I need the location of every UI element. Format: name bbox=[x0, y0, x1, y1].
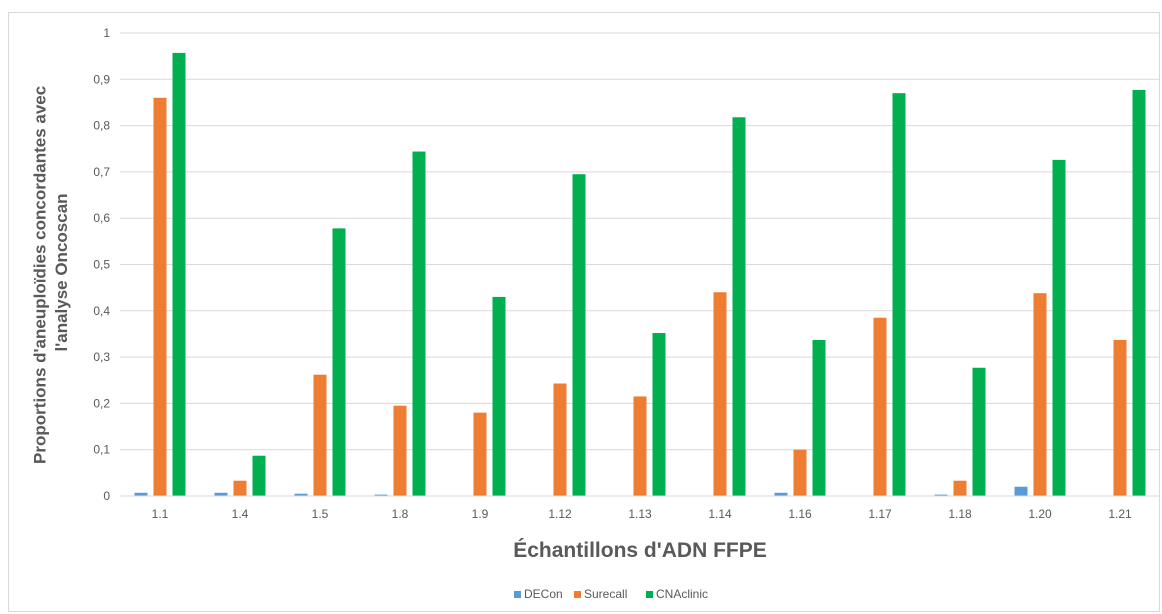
x-tick-label: 1.14 bbox=[708, 507, 732, 521]
x-tick-label: 1.12 bbox=[548, 507, 572, 521]
x-tick-label: 1.17 bbox=[868, 507, 892, 521]
x-tick-label: 1.8 bbox=[392, 507, 409, 521]
x-tick-label: 1.21 bbox=[1108, 507, 1132, 521]
bar-decon-1.18 bbox=[934, 494, 948, 496]
legend-swatch-cnaclinic bbox=[646, 591, 653, 598]
bars bbox=[134, 52, 1146, 497]
bar-surecall-1.1 bbox=[153, 97, 167, 496]
y-tick-label: 0,5 bbox=[93, 258, 110, 272]
bar-surecall-1.13 bbox=[633, 396, 647, 496]
bar-cnaclinic-1.18 bbox=[972, 367, 986, 496]
gridlines bbox=[120, 32, 1160, 451]
bar-surecall-1.18 bbox=[953, 480, 967, 496]
y-tick-label: 0,4 bbox=[93, 304, 110, 318]
bar-surecall-1.9 bbox=[473, 412, 487, 496]
x-tick-label: 1.18 bbox=[948, 507, 972, 521]
y-tick-label: 0,9 bbox=[93, 72, 110, 86]
bar-surecall-1.21 bbox=[1113, 339, 1127, 496]
bar-cnaclinic-1.1 bbox=[172, 52, 186, 497]
x-tick-label: 1.5 bbox=[312, 507, 329, 521]
bar-decon-1.8 bbox=[374, 494, 388, 496]
y-tick-label: 0 bbox=[103, 489, 110, 503]
legend-label-surecall: Surecall bbox=[584, 587, 627, 601]
bar-decon-1.16 bbox=[774, 492, 788, 496]
x-axis-title: Échantillons d'ADN FFPE bbox=[513, 539, 767, 562]
bar-surecall-1.4 bbox=[233, 480, 247, 496]
bar-decon-1.5 bbox=[294, 493, 308, 496]
bar-cnaclinic-1.8 bbox=[412, 151, 426, 496]
bar-decon-1.1 bbox=[134, 492, 148, 496]
x-tick-label: 1.16 bbox=[788, 507, 812, 521]
y-tick-label: 0,7 bbox=[93, 165, 110, 179]
y-axis-title-line-1: Proportions d'aneuploïdies concordantes … bbox=[31, 86, 50, 464]
y-tick-label: 1 bbox=[103, 26, 110, 40]
x-tick-label: 1.20 bbox=[1028, 507, 1052, 521]
legend: DECon Surecall CNAclinic bbox=[514, 587, 708, 601]
legend-swatch-decon bbox=[514, 591, 521, 598]
bar-surecall-1.20 bbox=[1033, 293, 1047, 496]
legend-label-cnaclinic: CNAclinic bbox=[656, 587, 708, 601]
x-tick-label: 1.1 bbox=[152, 507, 169, 521]
bar-surecall-1.16 bbox=[793, 449, 807, 496]
bar-cnaclinic-1.12 bbox=[572, 174, 586, 496]
bar-surecall-1.14 bbox=[713, 292, 727, 496]
x-axis-ticks: 1.1 1.4 1.5 1.8 1.9 1.12 1.13 1.14 1.16 1.17 1.18 1… bbox=[152, 507, 1132, 521]
y-tick-label: 0,3 bbox=[93, 350, 110, 364]
y-tick-label: 0,1 bbox=[93, 443, 110, 457]
y-tick-label: 0,6 bbox=[93, 211, 110, 225]
x-tick-label: 1.9 bbox=[472, 507, 489, 521]
y-axis-title-line-2: l'analyse Oncoscan bbox=[52, 193, 71, 351]
y-axis-title: Proportions d'aneuploïdies concordantes … bbox=[31, 81, 71, 464]
bar-surecall-1.5 bbox=[313, 374, 327, 496]
bar-cnaclinic-1.20 bbox=[1052, 159, 1066, 496]
bar-surecall-1.17 bbox=[873, 317, 887, 496]
x-tick-label: 1.4 bbox=[232, 507, 249, 521]
bar-cnaclinic-1.13 bbox=[652, 333, 666, 496]
bar-cnaclinic-1.16 bbox=[812, 339, 826, 496]
bar-decon-1.20 bbox=[1014, 486, 1028, 496]
bar-cnaclinic-1.17 bbox=[892, 93, 906, 496]
y-tick-label: 0,8 bbox=[93, 119, 110, 133]
bar-surecall-1.8 bbox=[393, 405, 407, 496]
y-tick-label: 0,2 bbox=[93, 396, 110, 410]
bar-cnaclinic-1.14 bbox=[732, 117, 746, 497]
bar-cnaclinic-1.4 bbox=[252, 455, 266, 496]
bar-cnaclinic-1.9 bbox=[492, 296, 506, 496]
bar-cnaclinic-1.5 bbox=[332, 228, 346, 497]
x-tick-label: 1.13 bbox=[628, 507, 652, 521]
bar-surecall-1.12 bbox=[553, 383, 567, 496]
y-axis-ticks: 0 0,1 0,2 0,3 0,4 0,5 0,6 0,7 0,8 0,9 1 bbox=[93, 26, 110, 503]
legend-swatch-surecall bbox=[574, 591, 581, 598]
bar-decon-1.4 bbox=[214, 492, 228, 496]
bar-cnaclinic-1.21 bbox=[1132, 89, 1146, 496]
legend-label-decon: DECon bbox=[524, 587, 563, 601]
